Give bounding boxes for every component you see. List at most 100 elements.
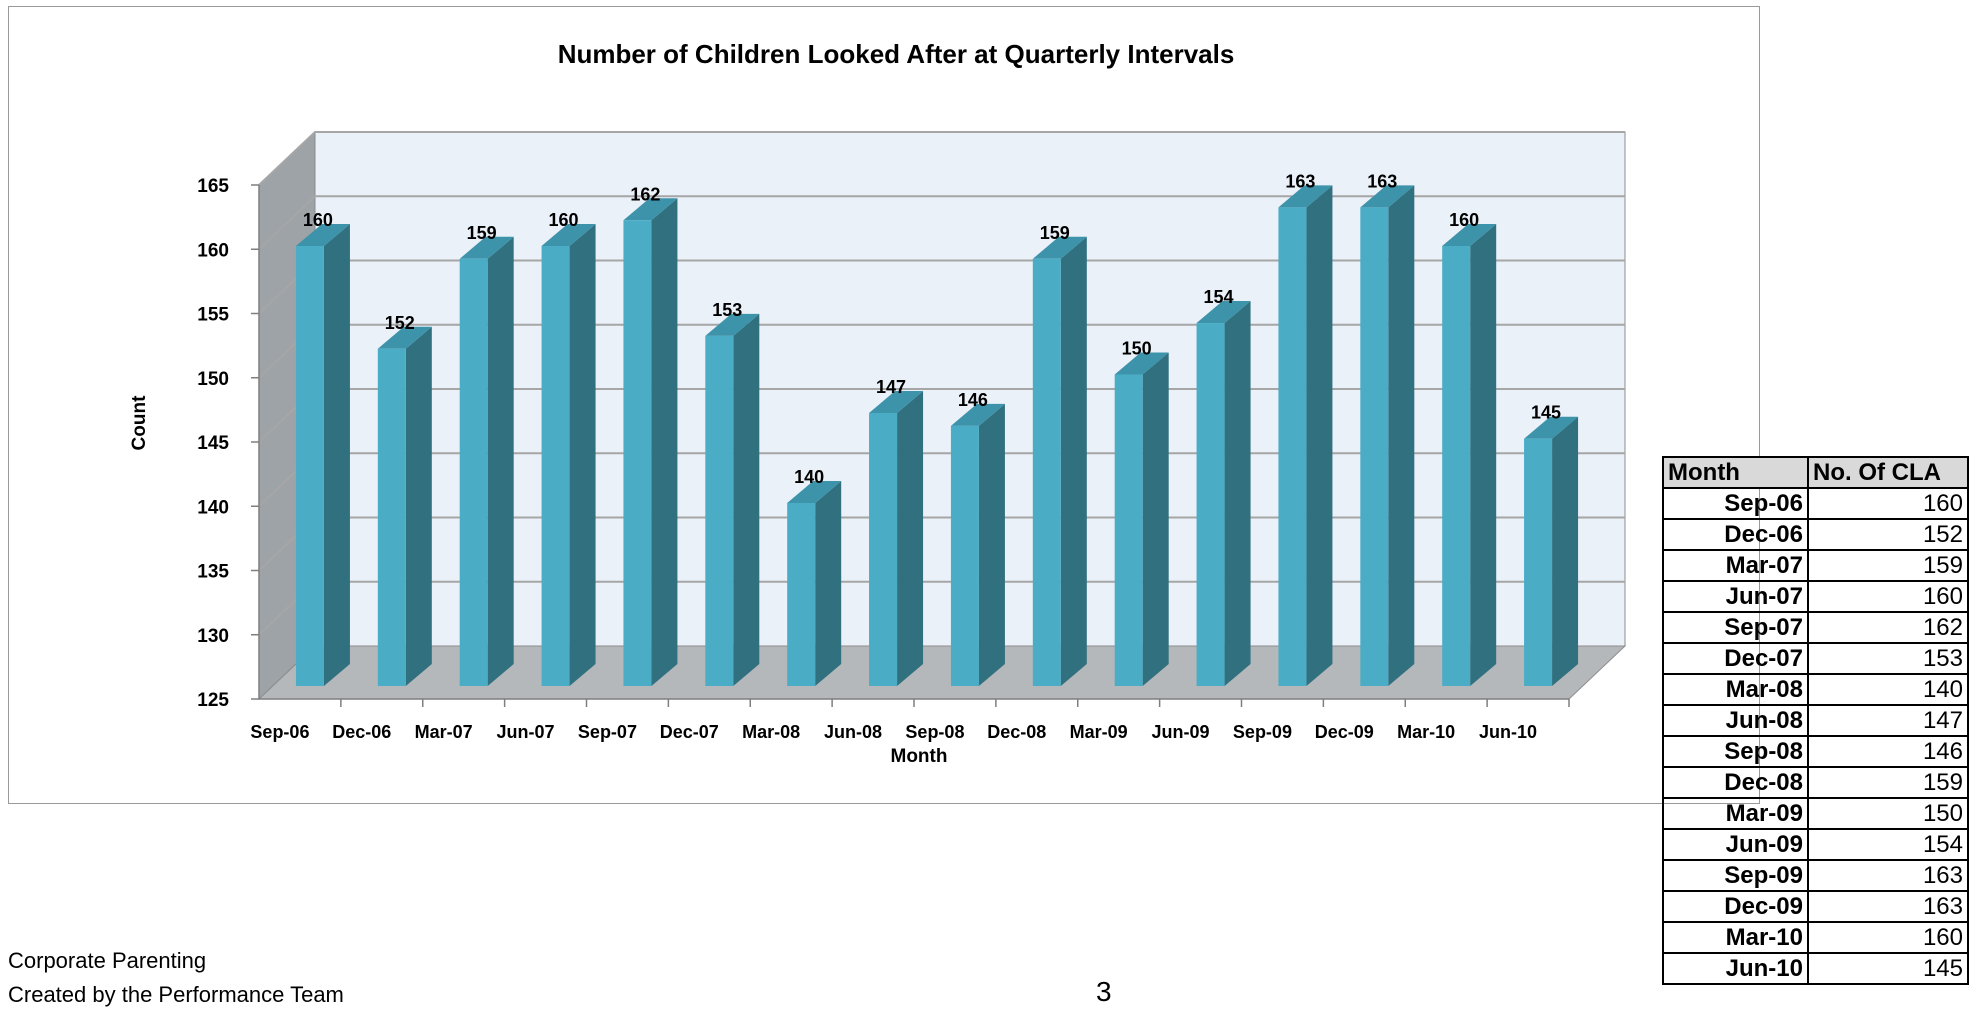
gridline bbox=[258, 131, 1625, 186]
table-cell-count: 146 bbox=[1807, 735, 1969, 768]
x-tick-label: Dec-08 bbox=[987, 722, 1046, 742]
y-tick-label: 160 bbox=[197, 240, 229, 261]
table-row: Sep-08 146 bbox=[1662, 735, 1969, 768]
data-label: 147 bbox=[876, 377, 906, 397]
bar-front bbox=[295, 245, 324, 686]
table-cell-count: 145 bbox=[1807, 952, 1969, 985]
bar-front bbox=[623, 220, 652, 686]
y-tick-label: 140 bbox=[197, 497, 229, 518]
bar-chart: Number of Children Looked After at Quart… bbox=[129, 39, 1627, 767]
bar-series bbox=[295, 185, 1579, 687]
x-tick-label: Dec-09 bbox=[1315, 722, 1374, 742]
x-tick-label: Jun-09 bbox=[1152, 722, 1210, 742]
bar-side bbox=[487, 236, 514, 687]
bar-top bbox=[1114, 352, 1169, 375]
bar-top bbox=[1442, 223, 1497, 246]
bar-front bbox=[1032, 258, 1061, 686]
table-row: Sep-09 163 bbox=[1662, 859, 1969, 892]
bar-side bbox=[1388, 185, 1415, 686]
table-cell-month: Mar-08 bbox=[1662, 673, 1809, 706]
table-row: Sep-07 162 bbox=[1662, 611, 1969, 644]
x-tick-label: Mar-09 bbox=[1070, 722, 1128, 742]
table-cell-month: Jun-08 bbox=[1662, 704, 1809, 737]
footer-credit: Created by the Performance Team bbox=[8, 982, 344, 1007]
bar-front bbox=[1196, 323, 1225, 686]
bar-side bbox=[978, 403, 1005, 686]
bar-front bbox=[459, 258, 488, 686]
bar-top bbox=[623, 198, 678, 221]
x-tick-label: Jun-10 bbox=[1479, 722, 1537, 742]
table-cell-count: 163 bbox=[1807, 859, 1969, 892]
bar bbox=[1360, 185, 1415, 686]
bar-side bbox=[897, 391, 924, 686]
table-cell-count: 140 bbox=[1807, 673, 1969, 706]
table-row: Jun-09 154 bbox=[1662, 828, 1969, 861]
data-label: 154 bbox=[1204, 287, 1234, 307]
table-cell-count: 154 bbox=[1807, 828, 1969, 861]
table-row: Dec-09 163 bbox=[1662, 890, 1969, 923]
bar-top bbox=[869, 391, 924, 413]
x-tick-label: Jun-07 bbox=[497, 722, 555, 742]
bar-top bbox=[950, 403, 1005, 426]
footer-department: Corporate Parenting bbox=[8, 948, 207, 973]
table-cell-month: Sep-07 bbox=[1662, 611, 1809, 644]
table-header-count: No. Of CLA bbox=[1807, 456, 1969, 489]
data-label: 145 bbox=[1531, 403, 1561, 423]
bar-front bbox=[787, 502, 816, 686]
bar bbox=[1442, 223, 1497, 686]
data-label: 163 bbox=[1367, 171, 1397, 191]
page-number: 3 bbox=[1096, 976, 1112, 1007]
table-row: Dec-07 153 bbox=[1662, 642, 1969, 675]
x-tick-label: Dec-07 bbox=[660, 722, 719, 742]
bar bbox=[950, 403, 1005, 686]
table-cell-month: Dec-06 bbox=[1662, 518, 1809, 551]
x-tick-label: Sep-06 bbox=[250, 722, 309, 742]
bar bbox=[623, 198, 678, 686]
bar bbox=[377, 326, 432, 686]
table-cell-count: 160 bbox=[1807, 921, 1969, 954]
table-row: Mar-08 140 bbox=[1662, 673, 1969, 706]
table-cell-month: Dec-09 bbox=[1662, 890, 1809, 923]
bar-top bbox=[1032, 236, 1087, 259]
table-row: Jun-10 145 bbox=[1662, 952, 1969, 985]
table-cell-count: 150 bbox=[1807, 797, 1969, 830]
bar-top bbox=[295, 223, 350, 246]
bar-front bbox=[1360, 207, 1389, 686]
bar-top bbox=[787, 480, 842, 503]
x-tick-label: Mar-07 bbox=[415, 722, 473, 742]
bar-front bbox=[377, 348, 406, 686]
gridline bbox=[258, 195, 1625, 250]
bar-front bbox=[950, 425, 979, 686]
x-tick-label: Sep-07 bbox=[578, 722, 637, 742]
bar-top bbox=[541, 223, 596, 246]
table-cell-month: Mar-07 bbox=[1662, 549, 1809, 582]
data-label: 152 bbox=[385, 313, 415, 333]
table-cell-month: Dec-08 bbox=[1662, 766, 1809, 799]
table-row: Mar-07 159 bbox=[1662, 549, 1969, 582]
table-row: Dec-08 159 bbox=[1662, 766, 1969, 799]
table-cell-count: 147 bbox=[1807, 704, 1969, 737]
data-table: Month No. Of CLA Sep-06 160 Dec-06 152 Mar-0… bbox=[1662, 456, 1969, 985]
table-row: Jun-08 147 bbox=[1662, 704, 1969, 737]
table-cell-month: Sep-06 bbox=[1662, 487, 1809, 520]
table-row: Sep-06 160 bbox=[1662, 487, 1969, 520]
bar bbox=[705, 313, 760, 686]
x-tick-label: Jun-08 bbox=[824, 722, 882, 742]
bar-side bbox=[651, 198, 678, 686]
data-label: 163 bbox=[1285, 171, 1315, 191]
y-tick-label: 155 bbox=[197, 305, 229, 326]
chart-title: Number of Children Looked After at Quart… bbox=[558, 39, 1235, 69]
y-tick-label: 150 bbox=[197, 369, 229, 390]
bar-front bbox=[1114, 374, 1143, 686]
bar bbox=[1278, 185, 1333, 686]
table-cell-count: 160 bbox=[1807, 580, 1969, 613]
table-row: Dec-06 152 bbox=[1662, 518, 1969, 551]
bar bbox=[541, 223, 596, 686]
bar-top bbox=[1196, 301, 1251, 324]
bar-side bbox=[1224, 301, 1251, 686]
data-label: 150 bbox=[1122, 338, 1152, 358]
bar-side bbox=[569, 223, 596, 686]
x-axis-label: Month bbox=[891, 746, 948, 767]
table-row: Jun-07 160 bbox=[1662, 580, 1969, 613]
table-cell-count: 153 bbox=[1807, 642, 1969, 675]
